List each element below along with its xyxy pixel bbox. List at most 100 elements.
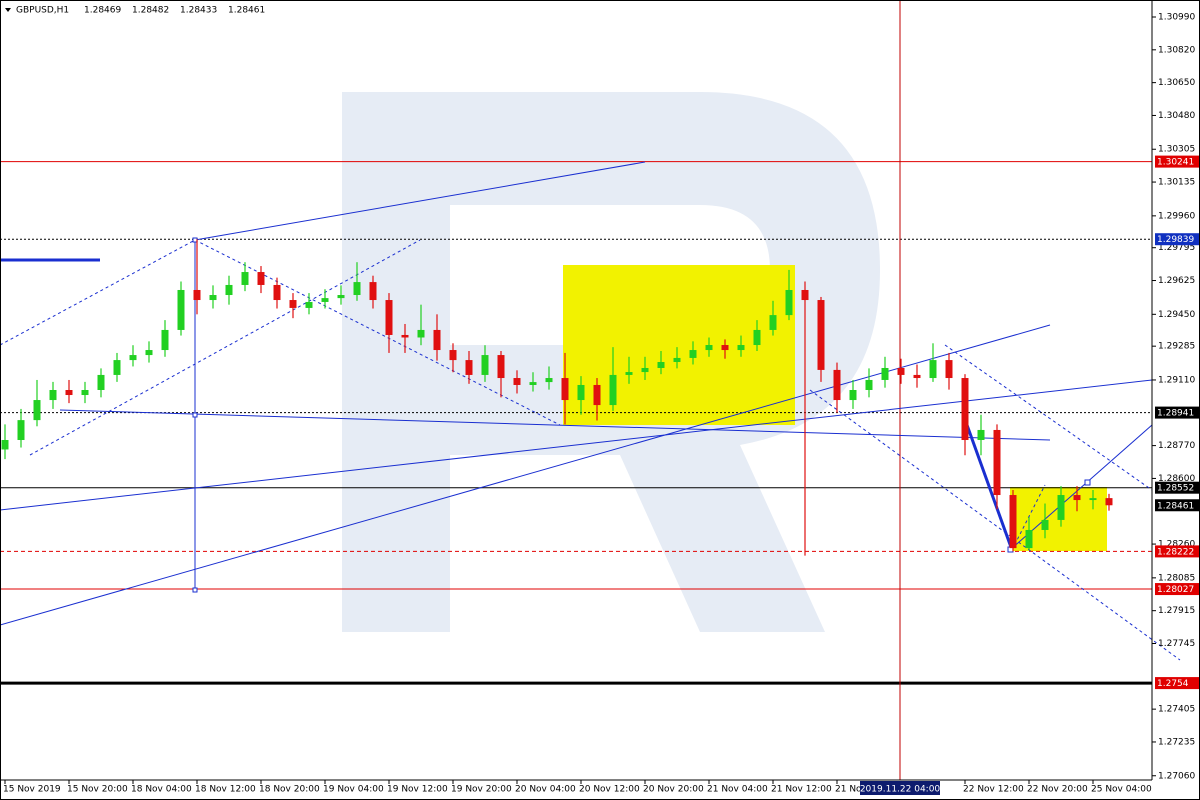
candle-body	[273, 284, 281, 301]
level-label-box	[1155, 155, 1199, 168]
candle-body	[689, 350, 697, 358]
y-tick-label: 1.27915	[1158, 606, 1195, 616]
crosshair-label: 2019.11.22 04:00	[860, 785, 941, 795]
x-tick-label: 19 Nov 04:00	[323, 785, 384, 795]
candle-body	[81, 390, 89, 396]
x-tick-label: 18 Nov 20:00	[259, 785, 320, 795]
y-tick-label: 1.30480	[1158, 111, 1195, 121]
y-tick-label: 1.28260	[1158, 540, 1195, 550]
marker	[1084, 479, 1091, 486]
candle-body	[65, 390, 73, 396]
level-label-box	[1155, 481, 1199, 494]
marker	[192, 587, 198, 593]
candle-body	[1041, 519, 1049, 530]
candle-body	[241, 272, 249, 285]
candle-body	[97, 374, 105, 390]
x-tick-label: 20 Nov 12:00	[579, 785, 640, 795]
trend-line	[0, 324, 1051, 626]
trend-line	[59, 409, 1051, 441]
candle-body	[625, 372, 633, 375]
candle-body	[817, 300, 825, 370]
trend-line	[1009, 424, 1153, 551]
candle-body	[1, 440, 9, 450]
candle-body	[225, 284, 233, 296]
trend-line	[0, 379, 1153, 511]
candle-body	[657, 362, 665, 368]
ohlc-value: 1.28469	[84, 6, 121, 16]
candle-body	[705, 345, 713, 351]
y-tick-label: 1.29450	[1158, 310, 1195, 320]
trend-line	[965, 424, 1014, 551]
candle-body	[897, 367, 905, 375]
symbol: GBPUSD,H1	[16, 6, 69, 16]
level-label: 1.28461	[1157, 501, 1194, 511]
y-tick-label: 1.30990	[1158, 12, 1195, 22]
y-tick-label: 1.27405	[1158, 705, 1195, 715]
candle-body	[593, 384, 601, 406]
candle-body	[801, 289, 809, 301]
menu-icon	[5, 8, 11, 12]
trend-line	[944, 344, 1153, 491]
level-label-box	[1155, 499, 1199, 512]
x-tick-label: 25 Nov 04:00	[1091, 785, 1152, 795]
y-tick-label: 1.30305	[1158, 145, 1195, 155]
candle-body	[1089, 498, 1097, 501]
candle-body	[609, 374, 617, 406]
x-tick-label: 21 Nov 12:00	[771, 785, 832, 795]
level-label: 1.2754	[1157, 679, 1189, 689]
candle-body	[545, 378, 553, 383]
candle-body	[161, 329, 169, 351]
y-tick-label: 1.28085	[1158, 573, 1195, 583]
level-label: 1.30241	[1157, 158, 1194, 168]
candle-body	[353, 282, 361, 296]
trend-line	[194, 239, 561, 426]
candle-body	[785, 289, 793, 316]
candle-body	[337, 295, 345, 299]
axis-labels: 1.30990 1.30820 1.30650 1.30480 1.30305 1.301…	[3, 12, 1199, 795]
candle-body	[481, 355, 489, 375]
y-tick-label: 1.27060	[1158, 771, 1195, 781]
candle-body	[1009, 495, 1017, 549]
candle-body	[577, 384, 585, 401]
candle-body	[497, 355, 505, 379]
level-label: 1.29839	[1157, 235, 1194, 245]
candle-body	[1025, 529, 1033, 549]
candle-body	[673, 357, 681, 363]
trend-line	[0, 239, 196, 346]
candle-body	[641, 367, 649, 373]
x-tick-label: 18 Nov 12:00	[195, 785, 256, 795]
x-tick-label: 19 Nov 20:00	[451, 785, 512, 795]
candle-body	[721, 345, 729, 351]
x-tick-label: 18 Nov 04:00	[131, 785, 192, 795]
candle-body	[257, 272, 265, 285]
candle-body	[129, 355, 137, 361]
level-label-box	[1155, 583, 1199, 596]
candle-body	[369, 282, 377, 301]
trend-line	[194, 161, 646, 241]
candle-body	[33, 400, 41, 421]
y-tick-label: 1.28770	[1158, 441, 1195, 451]
level-label-box	[1155, 677, 1199, 690]
candle-body	[417, 329, 425, 338]
level-label-box	[1155, 545, 1199, 558]
candle-body	[449, 350, 457, 361]
candle-body	[209, 295, 217, 301]
level-label-box	[1155, 406, 1199, 419]
x-tick-label: 20 Nov 04:00	[515, 785, 576, 795]
candle-body	[465, 360, 473, 375]
candle-body	[961, 378, 969, 441]
candle-body	[849, 390, 857, 401]
candle-body	[1073, 495, 1081, 501]
y-tick-label: 1.29110	[1158, 375, 1195, 385]
x-tick-label: 19 Nov 12:00	[387, 785, 448, 795]
candle-body	[193, 289, 201, 301]
candle-body	[929, 360, 937, 379]
candle-body	[113, 360, 121, 375]
y-tick-label: 1.29625	[1158, 276, 1195, 286]
y-tick-label: 1.28600	[1158, 474, 1195, 484]
candle-body	[833, 369, 841, 401]
level-label: 1.28552	[1157, 484, 1194, 494]
trend-line	[809, 389, 1181, 661]
ohlc-value: 1.28482	[132, 6, 169, 16]
candle-body	[769, 315, 777, 330]
